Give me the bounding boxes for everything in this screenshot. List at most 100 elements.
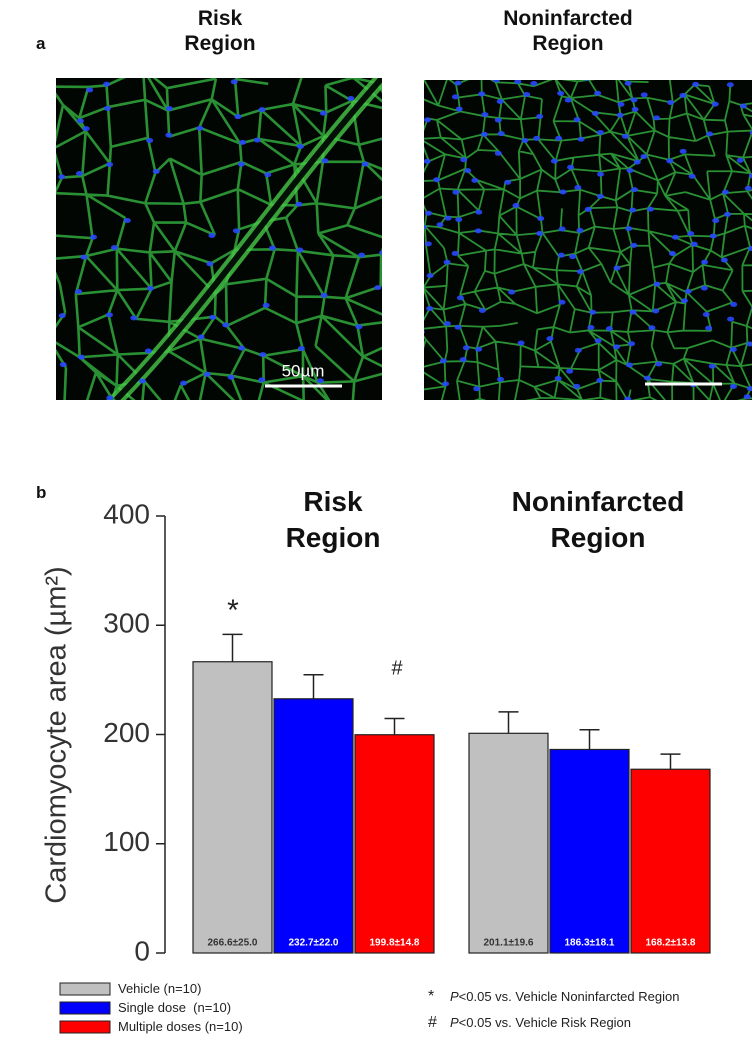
nucleus [475,209,483,215]
nucleus [77,354,85,360]
y-tick-label: 300 [103,608,150,639]
nucleus [567,164,575,170]
nucleus [253,137,261,143]
nucleus [667,100,675,106]
footnote-symbol: # [428,1014,437,1031]
nucleus [481,112,489,118]
nucleus [616,112,624,118]
nucleus [730,383,738,389]
nucleus [321,158,329,164]
nucleus [424,241,432,247]
nucleus [165,106,173,112]
annotation: # [391,657,403,679]
micrograph-bg [424,80,752,400]
nucleus [701,259,709,265]
nucleus [454,324,462,330]
nucleus [573,117,581,123]
value-label: 199.8±14.8 [370,938,420,949]
nucleus [165,132,173,138]
micrograph [418,80,752,406]
nucleus [711,101,719,107]
nucleus [443,259,451,265]
nucleus [269,245,277,251]
nucleus [47,147,54,152]
image-title: Risk Region [184,7,256,56]
nucleus [624,396,632,400]
nucleus [577,136,585,142]
nucleus [629,207,637,213]
scale-bar-label: 50µm [282,361,325,380]
nucleus [209,314,217,320]
nucleus [86,87,94,93]
nucleus [537,216,545,222]
nucleus [381,138,382,142]
nucleus [523,91,531,97]
nucleus [629,309,637,315]
nucleus [227,374,235,380]
nucleus [82,126,90,132]
bar [354,734,435,954]
nucleus [264,172,272,178]
panel-label: b [36,483,47,502]
nucleus [688,173,696,179]
nucleus [723,211,731,217]
category-label: Risk Region [285,486,381,554]
nucleus [736,157,744,163]
nucleus [584,206,592,212]
nucleus [358,252,366,258]
legend-label: Vehicle (n=10) [118,981,202,996]
y-tick-label: 200 [103,717,150,748]
nucleus [320,292,328,298]
nucleus [747,246,752,252]
footnote: # P<0.05 vs. Vehicle Risk Region [428,1014,631,1032]
nucleus [75,170,83,176]
nucleus [300,71,307,76]
nucleus [680,298,688,304]
nucleus [624,80,632,86]
nucleus [436,222,444,228]
nucleus [455,217,463,223]
nucleus [558,226,566,232]
nucleus [559,189,567,195]
nucleus [433,177,441,183]
nucleus [424,224,427,230]
nucleus [566,368,574,374]
nucleus [626,362,634,368]
nucleus [45,85,52,90]
nucleus [533,135,541,141]
nucleus [630,97,638,103]
nucleus [480,131,488,137]
panel-label: a [36,34,46,53]
nucleus [80,254,88,260]
nucleus [631,106,639,112]
nucleus [439,358,447,364]
legend-label: Single dose (n=10) [118,1000,232,1015]
nucleus [655,361,663,367]
nucleus [46,334,53,339]
nucleus [478,91,486,97]
nucleus [203,371,211,377]
nucleus [464,168,472,174]
nucleus [550,158,558,164]
nucleus [530,80,538,86]
nucleus [640,92,648,98]
nucleus [708,363,716,369]
nucleus [110,245,118,251]
nucleus [451,94,459,100]
value-label: 232.7±22.0 [289,938,339,949]
nucleus [424,158,431,164]
nucleus [746,386,752,392]
nucleus [75,289,83,295]
nucleus [61,410,68,415]
legend-swatch [59,982,111,996]
nucleus [727,316,735,322]
nucleus [573,383,581,389]
nucleus [388,340,395,345]
nucleus [418,401,425,406]
nucleus [496,376,504,382]
nucleus [425,210,433,216]
nucleus [592,110,600,116]
nucleus [721,189,729,195]
category-label: Noninfarcted Region [511,486,685,554]
